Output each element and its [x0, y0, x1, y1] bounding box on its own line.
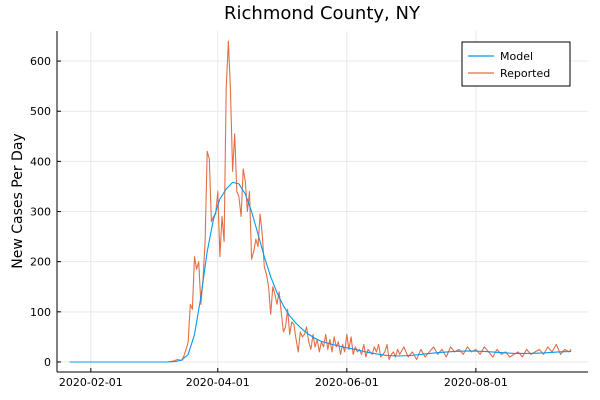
series-layer: [69, 40, 572, 363]
legend-label-model: Model: [500, 50, 533, 63]
legend-box: [461, 41, 571, 87]
grid: [57, 31, 588, 372]
x-tick-label: 2020-02-01: [59, 376, 123, 389]
y-tick-label: 300: [30, 206, 51, 219]
y-tick-label: 600: [30, 55, 51, 68]
x-tick-label: 2020-04-01: [186, 376, 250, 389]
axes: [56, 31, 588, 373]
y-tick-label: 100: [30, 306, 51, 319]
y-tick-label: 0: [44, 356, 51, 369]
y-tick-label: 400: [30, 155, 51, 168]
legend: Model Reported: [461, 41, 571, 87]
series-line-model: [69, 181, 572, 363]
chart-title: Richmond County, NY: [224, 3, 421, 24]
y-tick-label: 500: [30, 105, 51, 118]
x-tick-label: 2020-06-01: [315, 376, 379, 389]
series-line-reported: [69, 40, 572, 363]
y-axis-label: New Cases Per Day: [10, 133, 26, 268]
x-tick-label: 2020-08-01: [444, 376, 508, 389]
tick-labels: 0 100 200 300 400 500 600 2020-02-01 2020-04-01 2…: [30, 55, 508, 389]
legend-label-reported: Reported: [500, 67, 550, 80]
y-tick-label: 200: [30, 256, 51, 269]
